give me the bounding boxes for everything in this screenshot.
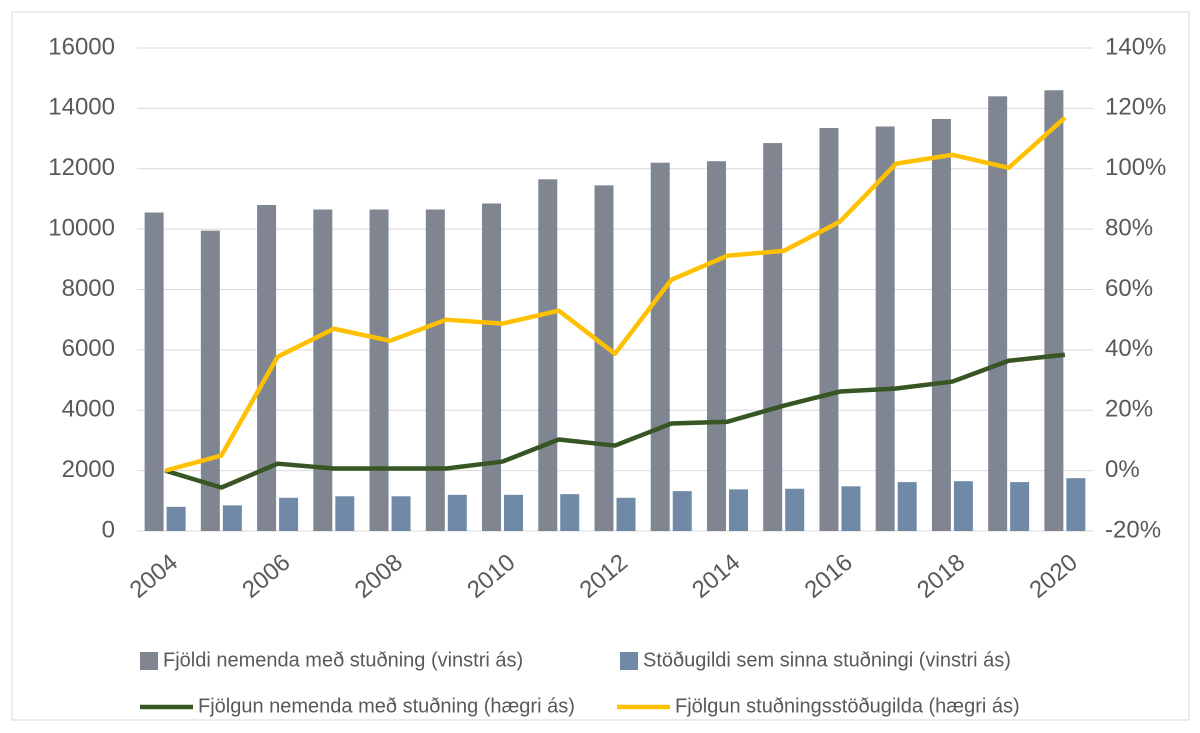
bar bbox=[1044, 90, 1064, 531]
y-tick-label: 8000 bbox=[62, 275, 115, 302]
legend-label: Fjöldi nemenda með stuðning (vinstri ás) bbox=[163, 649, 523, 671]
bar bbox=[447, 494, 467, 531]
bar bbox=[391, 496, 411, 531]
y-tick-label: 4000 bbox=[62, 396, 115, 423]
bar bbox=[594, 185, 614, 531]
y2-tick-label: 60% bbox=[1105, 275, 1153, 302]
bar bbox=[841, 486, 861, 531]
y2-tick-label: 140% bbox=[1105, 33, 1166, 60]
line-series bbox=[164, 116, 1067, 473]
bar bbox=[369, 209, 389, 532]
bar bbox=[166, 506, 186, 531]
bar bbox=[897, 482, 917, 531]
legend-label: Fjölgun nemenda með stuðning (hægri ás) bbox=[198, 695, 575, 717]
bar bbox=[257, 204, 277, 531]
bar bbox=[482, 203, 502, 531]
bar bbox=[785, 488, 805, 531]
bar bbox=[931, 118, 951, 532]
y-tick-label: 2000 bbox=[62, 456, 115, 483]
bar bbox=[279, 497, 299, 531]
y-tick-label: 0 bbox=[102, 516, 115, 543]
y2-tick-label: 40% bbox=[1105, 335, 1153, 362]
bar bbox=[222, 505, 242, 531]
bar bbox=[819, 127, 839, 531]
y2-tick-label: 0% bbox=[1105, 456, 1140, 483]
bar bbox=[728, 489, 748, 531]
bar bbox=[425, 209, 445, 532]
bar bbox=[706, 161, 726, 531]
y-tick-label: 10000 bbox=[48, 214, 115, 241]
legend-label: Fjölgun stuðningsstöðugilda (hægri ás) bbox=[675, 695, 1020, 717]
y2-tick-label: 120% bbox=[1105, 94, 1166, 121]
bar bbox=[988, 96, 1008, 532]
y2-tick-label: -20% bbox=[1105, 516, 1161, 543]
bar bbox=[672, 491, 692, 531]
bar bbox=[616, 497, 636, 531]
bar bbox=[335, 496, 355, 531]
bar bbox=[313, 209, 333, 532]
bar bbox=[763, 143, 783, 531]
legend-swatch bbox=[620, 652, 638, 670]
bar bbox=[538, 179, 558, 532]
bar bbox=[560, 494, 580, 531]
bar bbox=[1010, 482, 1030, 531]
bar bbox=[953, 481, 973, 531]
y2-tick-label: 20% bbox=[1105, 396, 1153, 423]
bar bbox=[875, 126, 895, 532]
y-tick-label: 12000 bbox=[48, 154, 115, 181]
legend-swatch bbox=[140, 652, 158, 670]
bar bbox=[144, 212, 164, 531]
legend-label: Stöðugildi sem sinna stuðningi (vinstri … bbox=[643, 649, 1011, 671]
line-series bbox=[164, 352, 1066, 490]
bar bbox=[504, 494, 524, 531]
y2-tick-label: 80% bbox=[1105, 214, 1153, 241]
bar bbox=[1066, 478, 1086, 531]
y2-tick-label: 100% bbox=[1105, 154, 1166, 181]
y-tick-label: 14000 bbox=[48, 94, 115, 121]
bar bbox=[650, 162, 670, 531]
y-tick-label: 16000 bbox=[48, 33, 115, 60]
y-tick-label: 6000 bbox=[62, 335, 115, 362]
